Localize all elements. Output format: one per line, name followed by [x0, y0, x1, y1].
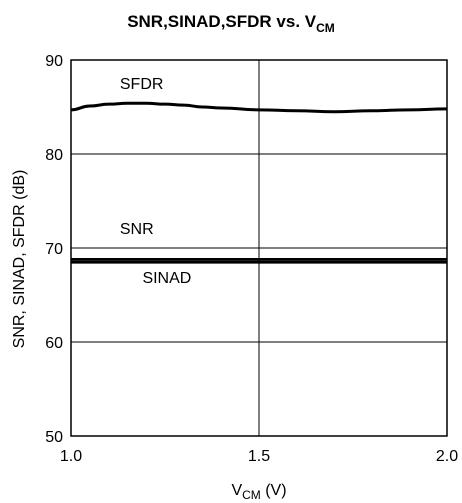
grid	[71, 60, 447, 436]
x-tick-label: 2.0	[436, 448, 458, 465]
series-label-sfdr: SFDR	[120, 76, 164, 93]
series-labels: SFDR SNR SINAD	[120, 76, 191, 287]
series-label-snr: SNR	[120, 221, 154, 238]
x-tick-label: 1.5	[248, 448, 270, 465]
series-line-sfdr	[70, 101, 448, 114]
y-tick-label: 60	[45, 335, 63, 352]
plot-frame	[70, 59, 448, 437]
series-label-sinad: SINAD	[142, 270, 191, 287]
x-axis-label-unit: (V)	[261, 482, 287, 499]
x-tick-label: 1.0	[60, 448, 82, 465]
x-axis-label-main: V	[231, 482, 242, 499]
y-tick-label: 80	[45, 147, 63, 164]
tick-labels: 50 60 70 80 90 1.0 1.5 2.0	[45, 53, 458, 465]
chart-title: SNR,SINAD,SFDR vs. VCM	[127, 12, 335, 35]
x-axis-label: VCM (V)	[231, 482, 286, 502]
x-axis-label-subscript: CM	[242, 488, 261, 502]
y-tick-label: 90	[45, 53, 63, 70]
chart-title-main: SNR,SINAD,SFDR vs. V	[127, 12, 317, 31]
chart-title-subscript: CM	[316, 21, 335, 35]
series-layer	[70, 101, 448, 264]
y-tick-label: 50	[45, 429, 63, 446]
y-axis-label: SNR, SINAD, SFDR (dB)	[11, 170, 28, 349]
y-tick-label: 70	[45, 241, 63, 258]
